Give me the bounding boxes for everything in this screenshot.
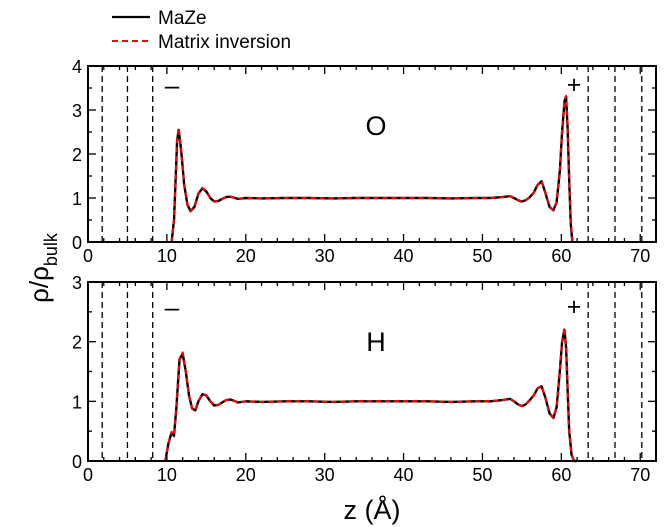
x-tick-label: 60: [551, 465, 571, 485]
x-tick-label: 50: [472, 465, 492, 485]
panel-label-oxygen: O: [365, 111, 386, 141]
panel-oxygen: 0 10 20 30 40 50 60 70 0 1 2 3 4 O – +: [72, 57, 657, 266]
y-tick-label: 0: [72, 452, 82, 472]
electrode-left-sign: –: [165, 70, 180, 100]
x-tick-label: 40: [394, 246, 414, 266]
series-line-matrix-inversion: [164, 326, 578, 462]
electrode-left-sign: –: [165, 292, 180, 322]
x-tick-label: 10: [157, 246, 177, 266]
electrode-right-sign: +: [567, 71, 582, 99]
x-tick-label: 0: [83, 465, 93, 485]
y-tick-label: 3: [72, 273, 82, 293]
x-tick-label: 70: [630, 465, 650, 485]
panel-hydrogen-marks: [101, 282, 643, 463]
y-tick-label: 0: [72, 233, 82, 253]
x-axis-label: z (Å): [344, 494, 401, 525]
legend-label-matrix-inversion: Matrix inversion: [158, 32, 291, 53]
y-axis-label: ρ/ρbulk: [24, 232, 61, 303]
panel-oxygen-marks: [101, 66, 643, 243]
x-tick-label: 20: [236, 246, 256, 266]
x-tick-label: 70: [630, 246, 650, 266]
x-tick-label: 60: [551, 246, 571, 266]
y-tick-label: 3: [72, 101, 82, 121]
panel-oxygen-ticks: 0 10 20 30 40 50 60 70 0 1 2 3 4: [72, 57, 657, 266]
x-tick-label: 50: [472, 246, 492, 266]
x-tick-label: 20: [236, 465, 256, 485]
x-tick-label: 0: [83, 246, 93, 266]
y-tick-label: 2: [72, 333, 82, 353]
y-tick-label: 1: [72, 189, 82, 209]
y-tick-label: 4: [72, 57, 82, 77]
legend: MaZe Matrix inversion: [112, 8, 291, 53]
y-axis-label-subscript: bulk: [41, 232, 61, 266]
electrode-right-sign: +: [567, 293, 582, 321]
panel-label-hydrogen: H: [366, 327, 386, 357]
legend-label-maze: MaZe: [158, 8, 207, 29]
series-line-matrix-inversion: [170, 94, 574, 243]
x-tick-label: 30: [315, 465, 335, 485]
panel-hydrogen: 0 10 20 30 40 50 60 70 0 1 2 3 H – +: [72, 273, 657, 485]
x-tick-label: 10: [157, 465, 177, 485]
x-tick-label: 40: [394, 465, 414, 485]
y-tick-label: 2: [72, 145, 82, 165]
panel-hydrogen-ticks: 0 10 20 30 40 50 60 70 0 1 2 3: [72, 273, 657, 485]
svg-text:ρ/ρbulk: ρ/ρbulk: [24, 232, 61, 303]
x-tick-label: 30: [315, 246, 335, 266]
y-axis-label-main: ρ/ρ: [24, 266, 54, 303]
y-tick-label: 1: [72, 392, 82, 412]
